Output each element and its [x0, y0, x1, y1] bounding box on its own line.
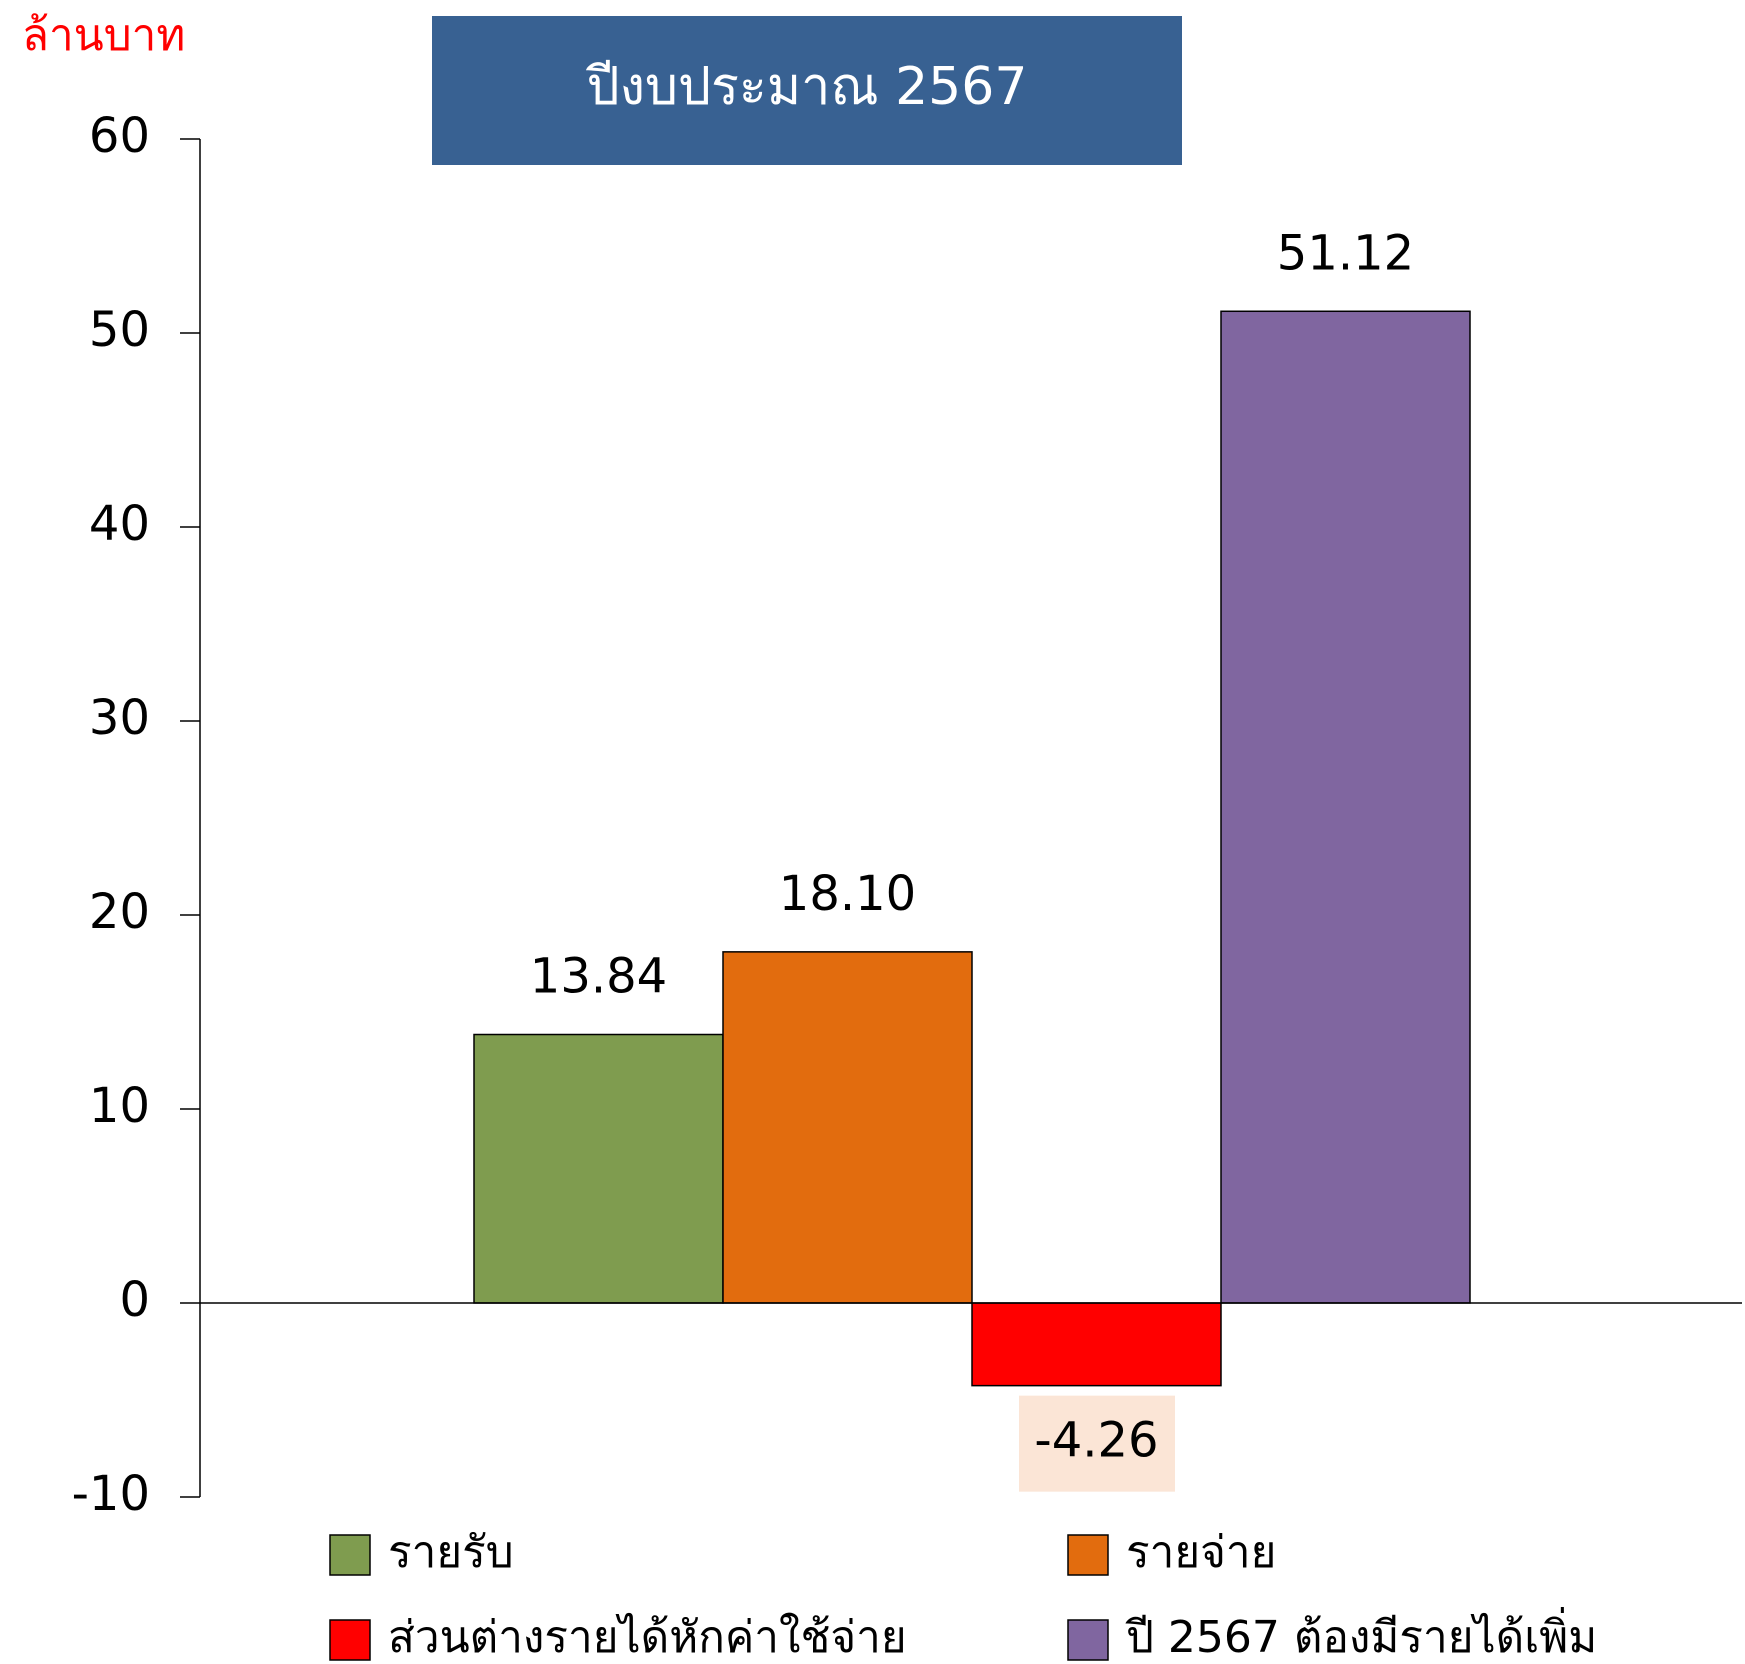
y-tick-label: 60	[89, 108, 150, 164]
bar	[722, 951, 973, 1304]
legend-label: ปี 2567 ต้องมีรายได้เพิ่ม	[1125, 1606, 1598, 1663]
legend-label: ส่วนต่างรายได้หักค่าใช้จ่าย	[388, 1612, 907, 1663]
y-tick-label: 40	[89, 496, 150, 552]
value-label: 51.12	[1277, 225, 1414, 281]
legend-label: รายจ่าย	[1126, 1527, 1276, 1578]
y-axis-label: ล้านบาท	[22, 10, 185, 61]
y-tick-label: 10	[89, 1078, 150, 1134]
legend-swatch	[329, 1619, 371, 1661]
y-tick-label: 50	[89, 302, 150, 358]
bar	[473, 1033, 724, 1304]
title-box	[432, 16, 1182, 165]
y-tick-label: -10	[72, 1466, 150, 1522]
legend-swatch	[329, 1534, 371, 1576]
y-tick-label: 30	[89, 690, 150, 746]
legend-label: รายรับ	[388, 1527, 514, 1578]
legend-swatch	[1067, 1534, 1109, 1576]
value-label: -4.26	[1034, 1413, 1158, 1469]
bar	[971, 1302, 1222, 1387]
value-label: 13.84	[530, 949, 667, 1005]
label-background	[1019, 1395, 1175, 1492]
value-label: 18.10	[779, 866, 916, 922]
legend-swatch	[1067, 1619, 1109, 1661]
chart-title: ปีงบประมาณ 2567	[586, 57, 1028, 117]
y-tick-label: 0	[119, 1272, 150, 1328]
bar	[1220, 310, 1471, 1304]
y-tick-label: 20	[89, 884, 150, 940]
